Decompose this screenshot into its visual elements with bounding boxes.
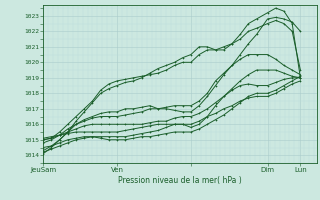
X-axis label: Pression niveau de la mer( hPa ): Pression niveau de la mer( hPa ) xyxy=(118,176,242,185)
